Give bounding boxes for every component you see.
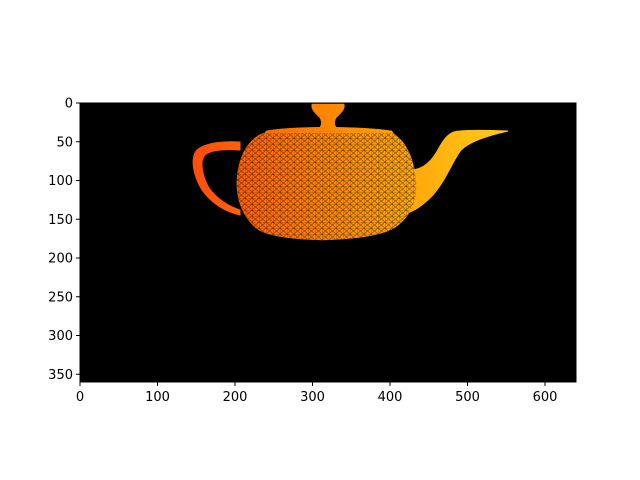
y-tick-label: 100 [48,174,73,189]
y-tick-label: 0 [65,97,73,112]
y-tick-label: 150 [48,213,73,228]
axes-frame [79,102,577,383]
y-tick-label: 50 [56,135,73,150]
y-tick-label: 250 [48,290,73,305]
y-tick-label: 200 [48,252,73,267]
y-tick-label: 300 [48,329,73,344]
teapot-spout [409,129,509,213]
x-tick-label: 500 [455,390,480,405]
x-tick-label: 100 [145,390,170,405]
y-axis: 0 50 100 150 200 250 300 350 [48,97,80,383]
x-tick-label: 300 [300,390,325,405]
x-axis: 0 100 200 300 400 500 600 [76,382,558,405]
x-tick-label: 200 [223,390,248,405]
x-tick-label: 600 [533,390,558,405]
teapot-wireframe-icon [192,103,509,241]
teapot-handle [192,141,241,216]
y-tick-label: 350 [48,368,73,383]
x-tick-label: 400 [378,390,403,405]
x-tick-label: 0 [76,390,84,405]
